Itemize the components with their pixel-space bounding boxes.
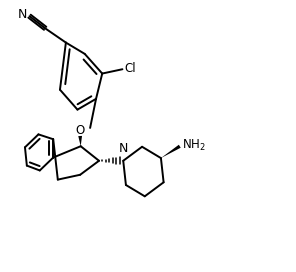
Polygon shape [161,145,181,158]
Text: O: O [75,124,85,137]
Text: Cl: Cl [125,62,136,75]
Text: NH$_2$: NH$_2$ [182,138,206,153]
Polygon shape [78,136,82,146]
Text: N: N [18,8,28,21]
Text: N: N [118,142,128,155]
